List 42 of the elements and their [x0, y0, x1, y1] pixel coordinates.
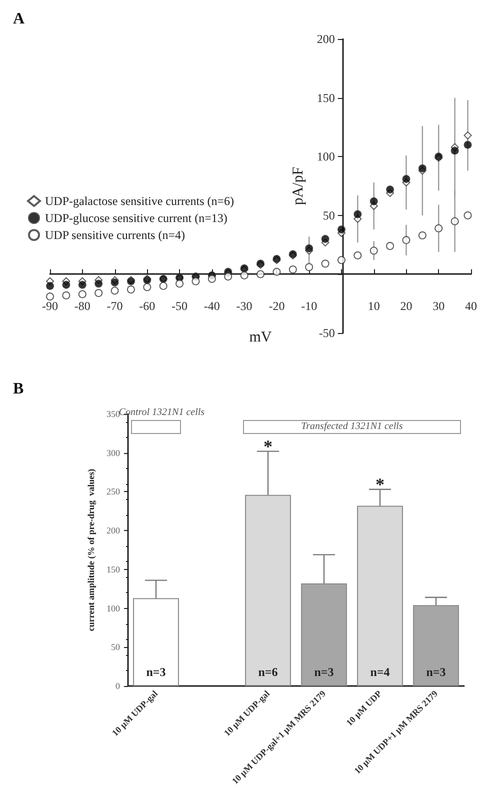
y-tick-label: 100: [316, 150, 335, 164]
x-tick-label: -30: [236, 299, 252, 314]
y-tick-label: 0: [116, 681, 120, 691]
y-tick-label: 50: [322, 208, 335, 222]
annotation: *: [264, 436, 272, 456]
x-tick-label: 30: [432, 299, 445, 314]
x-tick-label: -80: [74, 299, 90, 314]
chart-title: B: [13, 380, 24, 398]
annotation: n=6: [258, 665, 278, 679]
y-tick-label: 300: [106, 448, 120, 458]
y-tick-label: 150: [106, 564, 120, 574]
annotation: n=3: [146, 665, 166, 679]
y-axis-title: pA/pF: [290, 166, 306, 206]
y-tick-label: 50: [111, 642, 120, 652]
y-tick-label: 200: [316, 32, 335, 46]
annotation: n=3: [426, 665, 446, 679]
x-tick-label: -50: [172, 299, 188, 314]
annotation: n=4: [370, 665, 390, 679]
legend-label: UDP sensitive currents (n=4): [45, 228, 185, 242]
chart-title: A: [13, 10, 25, 28]
x-tick-label: 10: [368, 299, 380, 314]
y-tick-label: 250: [106, 486, 120, 497]
x-tick-label: -70: [106, 299, 123, 314]
annotation: n=3: [314, 665, 334, 679]
x-tick-label: -90: [42, 299, 58, 314]
legend-label: UDP-galactose sensitive currents (n=6): [45, 194, 234, 208]
x-axis-title: mV: [249, 330, 272, 346]
y-tick-label: 200: [106, 526, 120, 536]
legend-label: UDP-glucose sensitive current (n=13): [45, 211, 228, 225]
y-tick-label: 350: [106, 409, 120, 419]
x-tick-label: -10: [301, 299, 318, 314]
annotation: Control 1321N1 cells: [118, 407, 205, 419]
y-tick-label: 100: [106, 603, 120, 614]
y-tick-label: -50: [318, 326, 335, 340]
annotation: *: [376, 474, 384, 494]
x-tick-label: -20: [268, 299, 285, 314]
x-tick-label: 40: [465, 299, 477, 314]
x-tick-label: -60: [139, 299, 156, 314]
y-tick-label: 150: [316, 90, 335, 105]
x-tick-label: -40: [204, 299, 220, 314]
y-axis-title: current amplitude (% of pre-drug values): [86, 468, 96, 632]
x-tick-label: 20: [400, 299, 412, 314]
